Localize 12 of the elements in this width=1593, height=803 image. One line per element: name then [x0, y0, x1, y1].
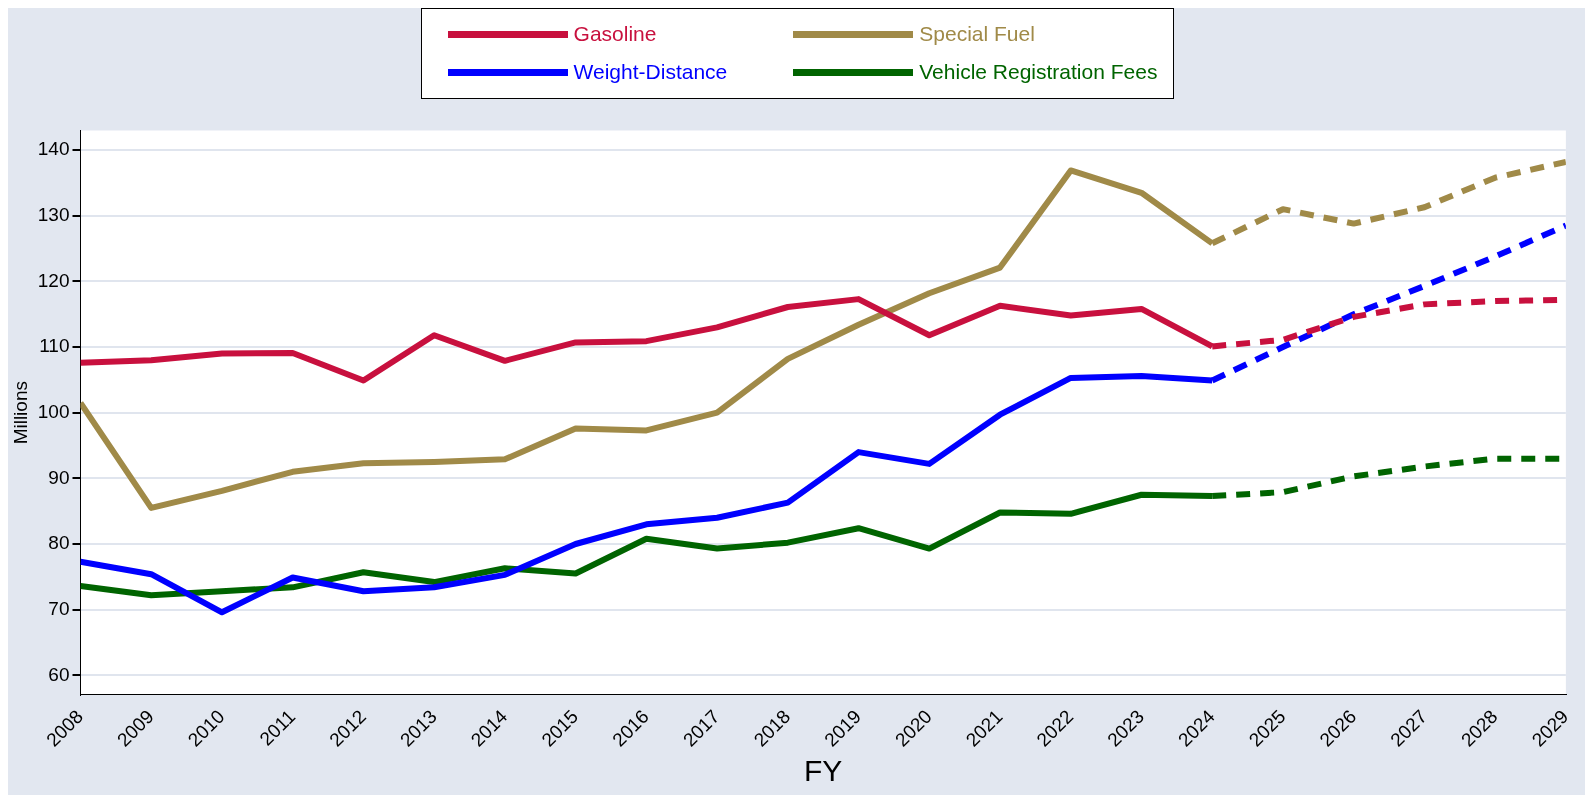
y-tick-label: 100 [37, 400, 70, 422]
y-tick-label: 60 [48, 663, 70, 685]
legend-box: Gasoline Special Fuel Weight-Distance Vehicle Registration Fees [420, 8, 1175, 99]
y-tick-label: 120 [37, 269, 70, 291]
y-axis-title: Millions [9, 381, 31, 445]
y-tick-label: 70 [48, 597, 70, 619]
y-tick-label: 90 [48, 466, 70, 488]
y-tick-label: 140 [37, 138, 70, 160]
y-tick-label: 80 [48, 532, 70, 554]
y-tick-label: 130 [37, 203, 70, 225]
x-axis-title: FY [804, 754, 843, 788]
y-tick-label: 110 [39, 335, 70, 357]
